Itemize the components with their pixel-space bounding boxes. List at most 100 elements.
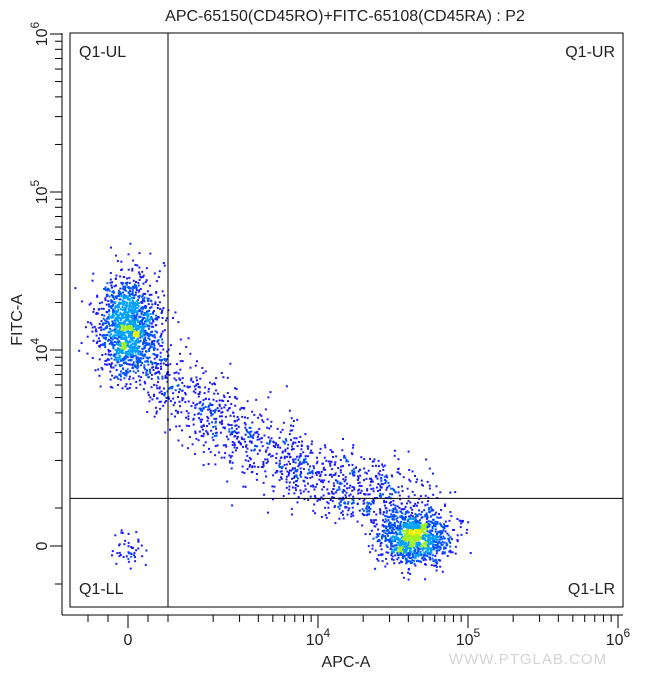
event-point	[393, 562, 396, 565]
event-point	[400, 546, 403, 549]
event-point	[121, 287, 124, 290]
event-point	[456, 538, 459, 541]
event-point	[105, 320, 108, 323]
event-point	[178, 388, 181, 391]
event-point	[162, 404, 165, 407]
event-point	[133, 346, 136, 349]
event-point	[115, 353, 118, 356]
event-point	[399, 473, 402, 476]
event-point	[437, 541, 440, 544]
event-point	[131, 337, 134, 340]
event-point	[216, 444, 219, 447]
event-point	[214, 454, 217, 457]
event-point	[150, 345, 153, 348]
event-point	[396, 505, 399, 508]
event-point	[139, 325, 142, 328]
event-point	[181, 381, 184, 384]
event-point	[110, 366, 113, 369]
event-point	[142, 307, 145, 310]
event-point	[285, 463, 288, 466]
event-point	[162, 348, 165, 351]
event-point	[318, 478, 321, 481]
event-point	[130, 312, 133, 314]
event-point	[140, 312, 143, 315]
event-point	[110, 357, 113, 360]
event-point	[190, 377, 193, 380]
event-point	[123, 320, 126, 323]
event-point	[126, 319, 129, 322]
event-point	[133, 316, 136, 319]
event-point	[263, 434, 266, 437]
event-point	[144, 333, 147, 336]
event-point	[119, 348, 122, 351]
event-point	[402, 537, 404, 540]
event-point	[111, 320, 114, 323]
event-point	[400, 510, 402, 513]
event-point	[436, 522, 439, 525]
event-point	[128, 293, 131, 296]
event-point	[333, 484, 336, 487]
event-point	[243, 407, 246, 410]
event-point	[117, 304, 120, 307]
event-point	[371, 465, 374, 468]
event-point	[137, 365, 140, 368]
event-point	[185, 424, 188, 427]
event-point	[397, 521, 400, 524]
event-point	[105, 359, 108, 362]
event-point	[120, 292, 122, 295]
event-point	[416, 537, 419, 540]
event-point	[132, 370, 135, 373]
event-point	[392, 507, 395, 510]
event-point	[440, 536, 442, 539]
event-point	[163, 329, 166, 332]
event-point	[99, 333, 101, 336]
event-point	[129, 320, 132, 322]
event-point	[378, 533, 381, 535]
event-point	[134, 340, 137, 342]
event-point	[329, 499, 332, 501]
event-point	[411, 524, 414, 527]
event-point	[93, 308, 95, 311]
event-point	[444, 530, 447, 533]
event-point	[418, 541, 421, 544]
event-point	[392, 539, 395, 542]
event-point	[380, 548, 383, 551]
event-point	[128, 310, 131, 313]
event-point	[248, 426, 251, 429]
event-point	[140, 364, 143, 367]
event-point	[109, 354, 112, 357]
event-point	[432, 522, 435, 525]
event-point	[390, 540, 392, 543]
event-point	[365, 507, 368, 510]
event-point	[265, 449, 268, 452]
event-point	[117, 356, 120, 359]
event-point	[442, 529, 445, 532]
event-point	[398, 494, 401, 497]
event-point	[176, 412, 179, 414]
event-point	[113, 353, 116, 356]
event-point	[151, 398, 154, 401]
event-point	[112, 345, 115, 348]
event-point	[404, 549, 407, 552]
event-point	[262, 420, 265, 423]
event-point	[142, 347, 145, 350]
event-point	[115, 359, 118, 362]
event-point	[229, 414, 232, 417]
event-point	[351, 489, 354, 492]
event-point	[108, 334, 111, 337]
event-point	[338, 482, 341, 485]
event-point	[393, 454, 396, 457]
event-point	[135, 341, 138, 344]
event-point	[147, 391, 150, 394]
event-point	[123, 344, 126, 347]
event-point	[253, 413, 256, 416]
event-point	[304, 458, 307, 461]
event-point	[395, 544, 398, 547]
event-point	[367, 545, 370, 548]
event-point	[405, 528, 408, 531]
event-point	[291, 468, 294, 471]
event-point	[445, 542, 448, 545]
event-point	[235, 424, 238, 427]
event-point	[149, 312, 152, 315]
event-point	[363, 479, 365, 482]
